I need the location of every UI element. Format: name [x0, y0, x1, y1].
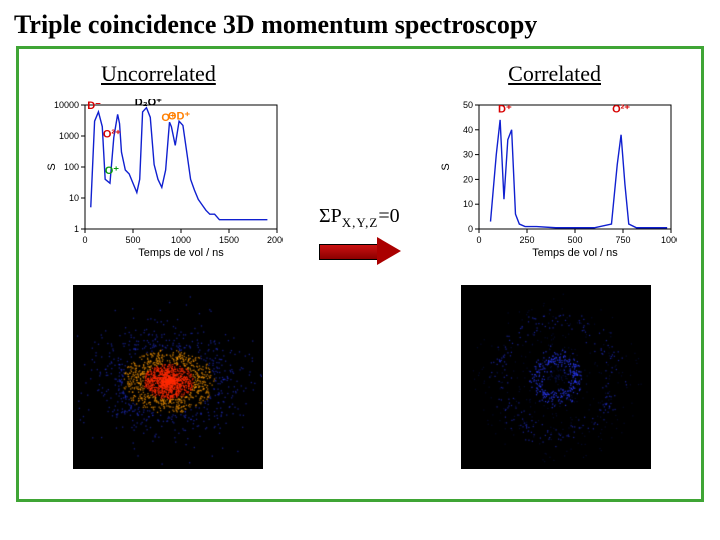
- svg-text:500: 500: [125, 235, 140, 245]
- svg-text:O⁺: O⁺: [105, 165, 120, 177]
- svg-text:750: 750: [615, 235, 630, 245]
- svg-text:S: S: [440, 163, 452, 170]
- svg-text:1000: 1000: [661, 235, 677, 245]
- svg-text:10000: 10000: [54, 100, 79, 110]
- svg-text:OD⁺: OD⁺: [168, 111, 191, 123]
- svg-text:D⁻: D⁻: [87, 100, 101, 112]
- svg-text:1000: 1000: [171, 235, 191, 245]
- svg-text:1500: 1500: [219, 235, 239, 245]
- momentum-condition: ΣPX,Y,Z=0: [319, 205, 400, 231]
- content-frame: Uncorrelated Correlated 1101001000100000…: [16, 46, 704, 502]
- svg-text:Temps de vol / ns: Temps de vol / ns: [138, 247, 224, 259]
- svg-text:50: 50: [463, 100, 473, 110]
- svg-text:0: 0: [82, 235, 87, 245]
- svg-text:40: 40: [463, 125, 473, 135]
- svg-text:0: 0: [476, 235, 481, 245]
- svg-text:Temps de vol / ns: Temps de vol / ns: [532, 247, 618, 259]
- arrow-icon: [319, 237, 405, 265]
- svg-text:500: 500: [567, 235, 582, 245]
- svg-text:100: 100: [64, 162, 79, 172]
- svg-text:250: 250: [519, 235, 534, 245]
- svg-text:O²⁺: O²⁺: [612, 103, 630, 115]
- svg-text:30: 30: [463, 150, 473, 160]
- svg-text:S: S: [46, 163, 58, 170]
- label-correlated: Correlated: [508, 61, 601, 87]
- left-spectrum-plot: 1 10 100 1000 10000 0 500 1000 1500 2000 Temps de …: [43, 99, 283, 259]
- right-scatter-image: [461, 285, 651, 469]
- svg-text:D⁺: D⁺: [498, 103, 512, 115]
- svg-text:10: 10: [69, 193, 79, 203]
- svg-text:10: 10: [463, 199, 473, 209]
- svg-text:2000: 2000: [267, 235, 283, 245]
- right-spectrum-plot: 0102030405002505007501000Temps de vol / …: [437, 99, 677, 259]
- left-scatter-image: [73, 285, 263, 469]
- svg-text:O²⁺: O²⁺: [103, 128, 121, 140]
- page-title: Triple coincidence 3D momentum spectrosc…: [0, 0, 720, 46]
- svg-text:D₂O⁺: D₂O⁺: [135, 99, 162, 109]
- svg-text:1: 1: [74, 224, 79, 234]
- svg-text:1000: 1000: [59, 131, 79, 141]
- svg-text:20: 20: [463, 174, 473, 184]
- svg-text:0: 0: [468, 224, 473, 234]
- label-uncorrelated: Uncorrelated: [101, 61, 216, 87]
